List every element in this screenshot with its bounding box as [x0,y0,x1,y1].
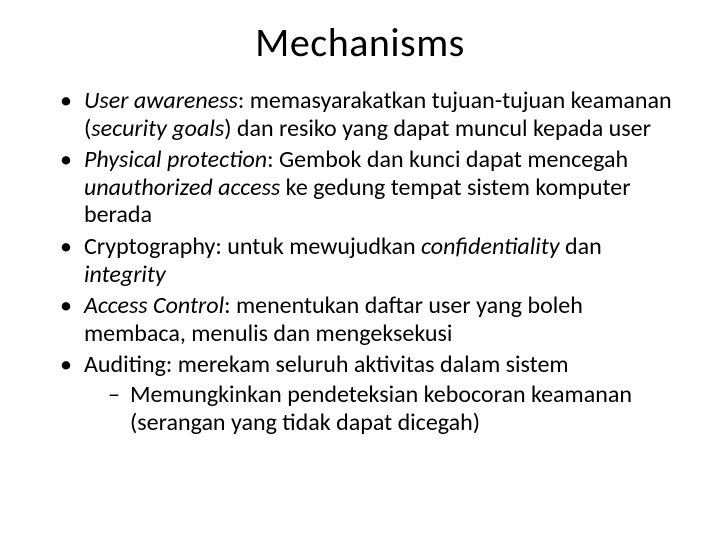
bullet-item: Physical protection: Gembok dan kunci da… [60,146,680,229]
sub-bullet-list: Memungkinkan pendeteksian kebocoran keam… [84,381,680,436]
text-italic: confidentiality [421,232,560,261]
bullet-item: Cryptography: untuk mewujudkan confident… [60,233,680,288]
slide: Mechanisms User awareness: memasyarakatk… [0,0,720,540]
text: Cryptography: untuk mewujudkan [84,232,421,261]
bullet-item: Auditing: merekam seluruh aktivitas dala… [60,351,680,436]
text-italic: security goals [91,114,224,143]
text: : Gembok dan kunci dapat mencegah [267,145,628,174]
slide-title: Mechanisms [40,18,680,67]
text-italic: User awareness [84,86,238,115]
bullet-item: User awareness: memasyarakatkan tujuan-t… [60,87,680,142]
text: Memungkinkan pendeteksian kebocoran keam… [130,380,632,437]
bullet-list: User awareness: memasyarakatkan tujuan-t… [40,87,680,436]
text-italic: integrity [84,260,166,289]
text-italic: Access Control [84,291,224,320]
text-italic: Physical protection [84,145,267,174]
bullet-item: Access Control: menentukan daftar user y… [60,292,680,347]
sub-bullet-item: Memungkinkan pendeteksian kebocoran keam… [108,381,680,436]
text: ) dan resiko yang dapat muncul kepada us… [224,114,651,143]
text: Auditing: merekam seluruh aktivitas dala… [84,350,569,379]
text: dan [560,232,602,261]
text-italic: unauthorized access [84,173,280,202]
